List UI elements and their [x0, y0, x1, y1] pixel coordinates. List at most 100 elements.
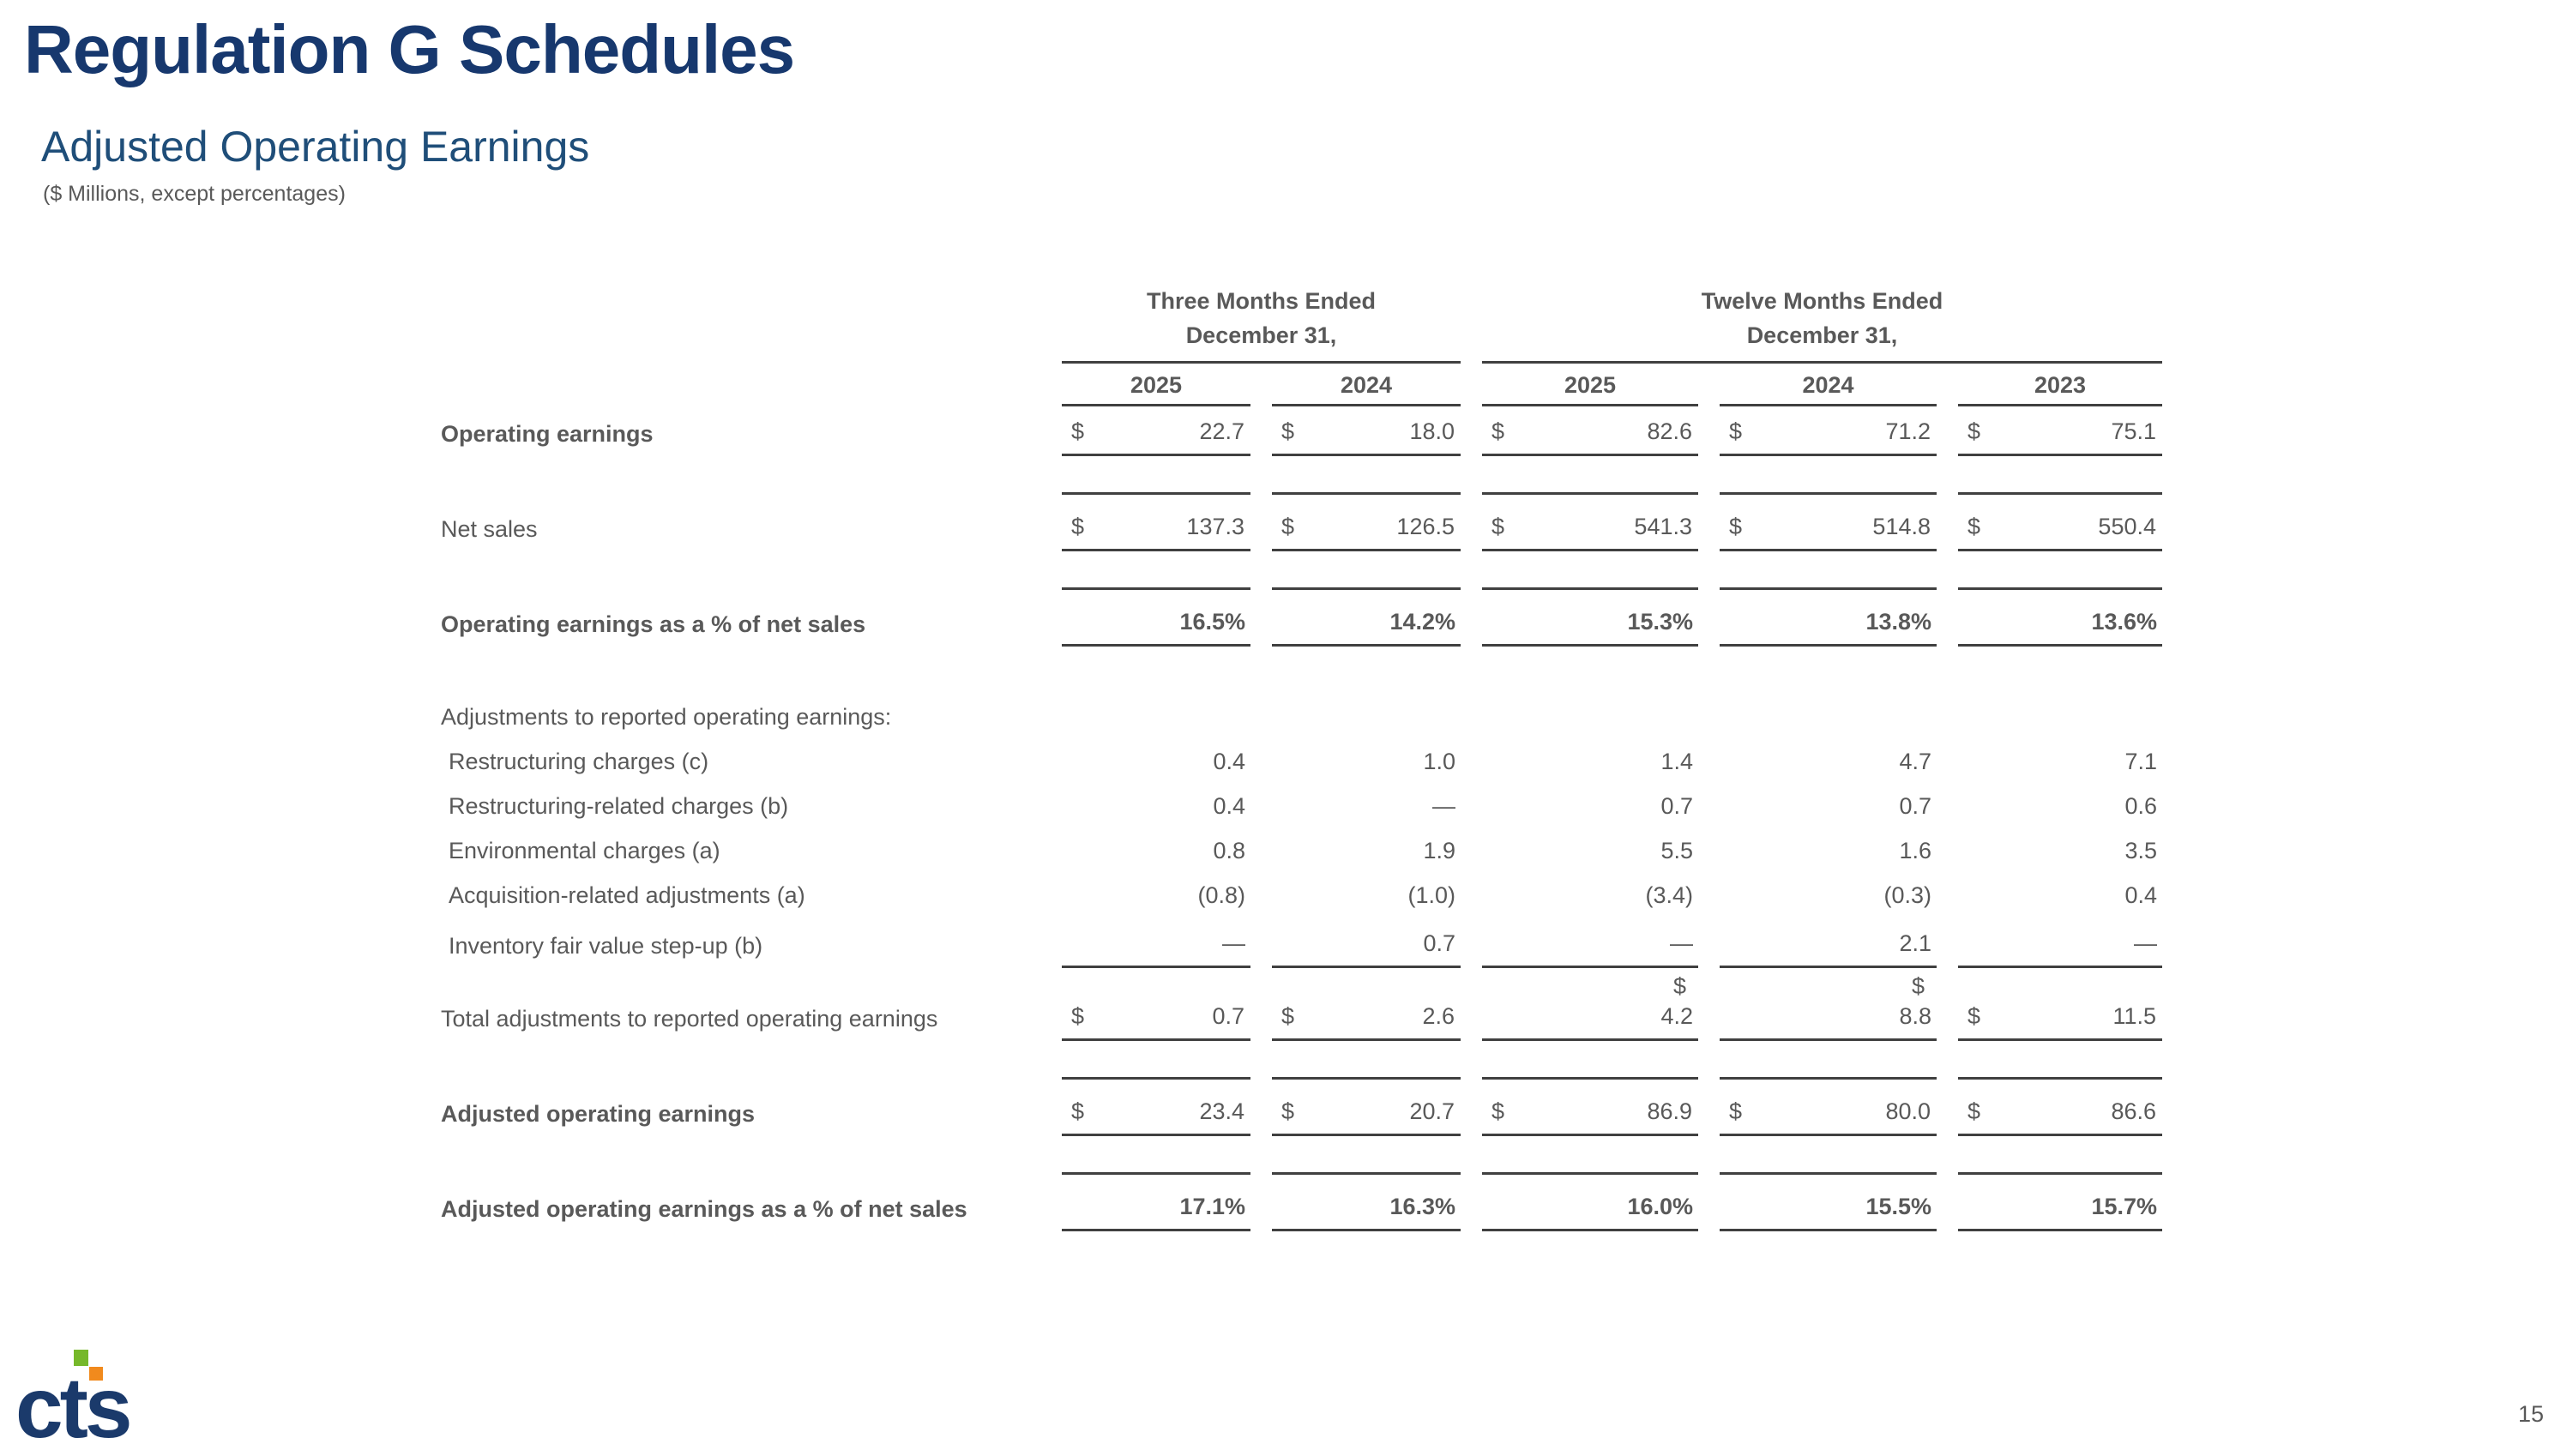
cell-value: 0.4: [1213, 749, 1245, 774]
value-cell: 3.5: [1958, 829, 2162, 874]
column-group-header: Three Months Ended December 31,: [1062, 283, 1461, 364]
row-label: Operating earnings: [441, 421, 654, 447]
row-label: Net sales: [441, 516, 538, 542]
column-group-header: Twelve Months Ended December 31,: [1482, 283, 2162, 364]
value-flex: $86.9: [1483, 1098, 1697, 1125]
value-cell: 15.3%: [1482, 587, 1698, 647]
value-cell: $23.4: [1062, 1077, 1250, 1136]
value-cell: $22.7: [1062, 406, 1250, 456]
value-flex: $514.8: [1720, 514, 1936, 540]
cell-value: 23.4: [1199, 1098, 1244, 1124]
value-cell: —: [1482, 918, 1698, 968]
cell-value: 0.4: [2124, 882, 2157, 908]
cell-value: 71.2: [1885, 418, 1931, 444]
value-cell: —: [1958, 918, 2162, 968]
row-label: Acquisition-related adjustments (a): [449, 882, 805, 908]
spacer-row: [440, 1136, 2162, 1172]
cell-value: 11.5: [2112, 1003, 2156, 1029]
column-group-header-line: Three Months Ended: [1146, 288, 1376, 314]
value-cell: $137.3: [1062, 492, 1250, 551]
value-cell: (0.8): [1062, 874, 1250, 918]
value-flex: $23.4: [1063, 1098, 1250, 1125]
spacer-row: [440, 1041, 2162, 1077]
value-flex: $2.6: [1273, 1003, 1460, 1030]
dollar-sign: $: [1071, 418, 1085, 444]
cell-value: 86.9: [1647, 1098, 1692, 1124]
value-cell: 13.6%: [1958, 587, 2162, 647]
value-flex: $11.5: [1959, 1003, 2161, 1030]
value-cell: 5.5: [1482, 829, 1698, 874]
value-cell: $75.1: [1958, 406, 2162, 456]
value-cell: 13.8%: [1720, 587, 1937, 647]
row-label: Restructuring charges (c): [449, 749, 709, 774]
cell-value: —: [2134, 930, 2157, 956]
value-flex: $86.6: [1959, 1098, 2161, 1125]
value-flex: $126.5: [1273, 514, 1460, 540]
value-cell: $71.2: [1720, 406, 1937, 456]
table-row: Restructuring-related charges (b) 0.4 — 0.7…: [440, 785, 2162, 829]
year-header: 2025: [1482, 364, 1698, 406]
value-flex: $75.1: [1959, 418, 2161, 445]
value-cell: 0.7: [1272, 918, 1461, 968]
dollar-sign: $: [1967, 418, 1981, 444]
cell-value: —: [1222, 930, 1245, 956]
cell-value: (0.3): [1883, 882, 1931, 908]
table-row: Three Months Ended December 31, Twelve Mon…: [440, 283, 2162, 364]
cell-value: (0.8): [1197, 882, 1245, 908]
value-cell: $18.0: [1272, 406, 1461, 456]
table-body: Operating earnings $22.7 $18.0 $82.6 $71.2 $7…: [440, 406, 2162, 1231]
cell-value: 22.7: [1199, 418, 1244, 444]
value-cell: $86.6: [1958, 1077, 2162, 1136]
cell-value: 137.3: [1186, 514, 1244, 539]
dollar-sign: $: [1967, 1003, 1981, 1029]
cell-value: 15.5%: [1865, 1194, 1931, 1219]
column-group-header-line: December 31,: [1185, 322, 1337, 348]
cell-value: 1.4: [1660, 749, 1693, 774]
column-group-header-line: Twelve Months Ended: [1701, 288, 1943, 314]
dollar-sign: $: [1281, 514, 1295, 539]
dollar-sign: $: [1071, 514, 1085, 539]
dollar-sign: $: [1491, 1098, 1505, 1124]
value-cell: $0.7: [1062, 968, 1250, 1041]
logo-green-square-icon: [74, 1350, 88, 1366]
value-cell: 1.4: [1482, 740, 1698, 785]
value-cell: $82.6: [1482, 406, 1698, 456]
row-label: [440, 364, 1040, 406]
value-cell: 16.5%: [1062, 587, 1250, 647]
row-label: Total adjustments to reported operating …: [441, 1006, 938, 1032]
column-group-header-line: December 31,: [1746, 322, 1898, 348]
cell-value: 82.6: [1647, 418, 1692, 444]
cell-value: 514.8: [1872, 514, 1931, 539]
value-cell: —: [1272, 785, 1461, 829]
cell-value: 8.8: [1899, 1003, 1931, 1029]
dollar-sign: $: [1967, 1098, 1981, 1124]
table-row: Operating earnings $22.7 $18.0 $82.6 $71.2 $7…: [440, 406, 2162, 456]
table-subtitle: Adjusted Operating Earnings: [41, 123, 590, 171]
value-cell: 2.1: [1720, 918, 1937, 968]
cell-value: 4.7: [1899, 749, 1931, 774]
dollar-sign: $: [1281, 418, 1295, 444]
row-label: Operating earnings as a % of net sales: [441, 611, 866, 637]
cell-value: 541.3: [1634, 514, 1692, 539]
cell-value: 80.0: [1885, 1098, 1931, 1124]
cell-value: 550.4: [2098, 514, 2156, 539]
dollar-sign: $: [1281, 1003, 1295, 1029]
dollar-sign: $: [1071, 1003, 1085, 1029]
value-flex: $71.2: [1720, 418, 1936, 445]
value-flex: $541.3: [1483, 514, 1697, 540]
table-row: Restructuring charges (c) 0.4 1.0 1.4 4.7 7.1: [440, 740, 2162, 785]
value-cell: (0.3): [1720, 874, 1937, 918]
value-cell: 0.8: [1062, 829, 1250, 874]
cell-value: (3.4): [1645, 882, 1693, 908]
value-cell: —: [1062, 918, 1250, 968]
dollar-sign: $: [1729, 1098, 1743, 1124]
logo-orange-square-icon: [89, 1367, 103, 1381]
dollar-sign: $: [1729, 418, 1743, 444]
year-header: 2023: [1958, 364, 2162, 406]
value-cell: $2.6: [1272, 968, 1461, 1041]
table-row: 2025 2024 2025 2024 2023: [440, 364, 2162, 406]
value-flex: $80.0: [1720, 1098, 1936, 1125]
table-row: Adjusted operating earnings $23.4 $20.7 $86…: [440, 1077, 2162, 1136]
value-cell: 1.6: [1720, 829, 1937, 874]
dollar-sign: $: [1491, 514, 1505, 539]
